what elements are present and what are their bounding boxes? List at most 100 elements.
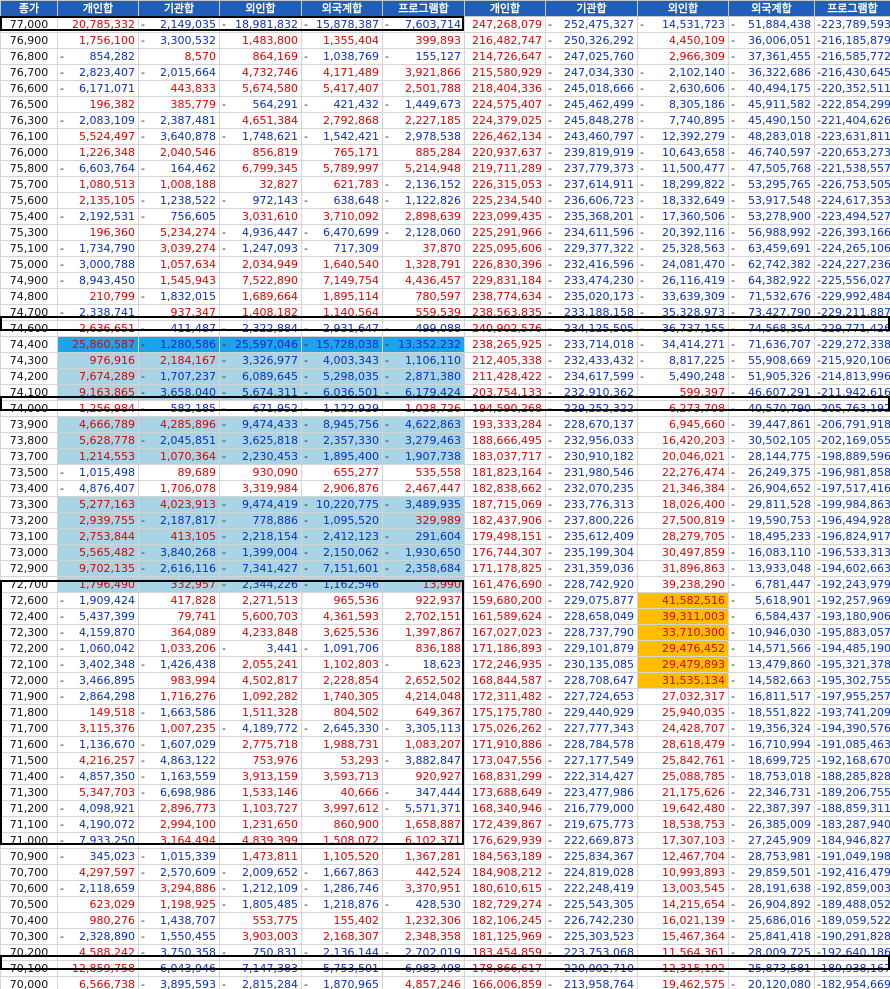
value-cell[interactable]: 5,417,407 <box>301 80 383 97</box>
header-cum-foreigner-sum[interactable]: 외인합 <box>637 0 729 17</box>
value-cell[interactable]: -18,699,725 <box>728 752 815 769</box>
value-cell[interactable]: -233,776,313 <box>545 496 638 513</box>
value-cell[interactable]: 920,927 <box>382 768 465 785</box>
value-cell[interactable]: -6,171,071 <box>57 80 139 97</box>
value-cell[interactable]: 12,315,192 <box>637 960 729 977</box>
value-cell[interactable]: -2,083,109 <box>57 112 139 129</box>
value-cell[interactable]: -2,187,817 <box>138 512 220 529</box>
value-cell[interactable]: -4,857,350 <box>57 768 139 785</box>
value-cell[interactable]: -46,607,291 <box>728 384 815 401</box>
value-cell[interactable]: 27,500,819 <box>637 512 729 529</box>
value-cell[interactable]: -26,385,009 <box>728 816 815 833</box>
value-cell[interactable]: 2,702,151 <box>382 608 465 625</box>
value-cell[interactable]: -228,784,578 <box>545 736 638 753</box>
value-cell[interactable]: 2,652,502 <box>382 672 465 689</box>
value-cell[interactable]: 240,902,576 <box>464 320 546 337</box>
value-cell[interactable]: 4,666,789 <box>57 416 139 433</box>
value-cell[interactable]: -3,840,268 <box>138 544 220 561</box>
value-cell[interactable]: 4,732,746 <box>219 64 302 81</box>
value-cell[interactable]: 21,175,626 <box>637 784 729 801</box>
value-cell[interactable]: -1,286,746 <box>301 880 383 897</box>
value-cell[interactable]: -184,946,827 <box>814 832 890 849</box>
value-cell[interactable]: -232,956,033 <box>545 432 638 449</box>
value-cell[interactable]: -1,907,738 <box>382 448 465 465</box>
value-cell[interactable]: -216,779,000 <box>545 800 638 817</box>
value-cell[interactable]: 1,008,188 <box>138 176 220 193</box>
value-cell[interactable]: -25,597,046 <box>219 336 302 353</box>
value-cell[interactable]: 1,408,182 <box>219 304 302 321</box>
value-cell[interactable]: 247,268,079 <box>464 16 546 33</box>
value-cell[interactable]: -224,227,236 <box>814 256 890 273</box>
value-cell[interactable]: 1,545,943 <box>138 272 220 289</box>
value-cell[interactable]: 3,319,984 <box>219 480 302 497</box>
value-cell[interactable]: -221,538,557 <box>814 160 890 177</box>
value-cell[interactable]: -223,789,593 <box>814 16 890 33</box>
price-cell[interactable]: 71,400 <box>0 768 58 785</box>
value-cell[interactable]: -229,252,322 <box>545 400 638 417</box>
value-cell[interactable]: -854,282 <box>57 48 139 65</box>
value-cell[interactable]: -62,742,382 <box>728 256 815 273</box>
value-cell[interactable]: 19,642,480 <box>637 800 729 817</box>
value-cell[interactable]: -216,185,879 <box>814 32 890 49</box>
value-cell[interactable]: -234,125,505 <box>545 320 638 337</box>
value-cell[interactable]: 1,256,984 <box>57 400 139 417</box>
value-cell[interactable]: -8,817,225 <box>637 352 729 369</box>
value-cell[interactable]: 364,089 <box>138 624 220 641</box>
value-cell[interactable]: 39,311,003 <box>637 608 729 625</box>
value-cell[interactable]: -2,387,481 <box>138 112 220 129</box>
value-cell[interactable]: 1,080,513 <box>57 176 139 193</box>
value-cell[interactable]: -6,584,437 <box>728 608 815 625</box>
value-cell[interactable]: -225,543,305 <box>545 896 638 913</box>
price-cell[interactable]: 75,000 <box>0 256 58 273</box>
price-cell[interactable]: 75,100 <box>0 240 58 257</box>
value-cell[interactable]: 3,593,713 <box>301 768 383 785</box>
value-cell[interactable]: -235,020,173 <box>545 288 638 305</box>
value-cell[interactable]: -220,002,710 <box>545 960 638 977</box>
value-cell[interactable]: 1,232,306 <box>382 912 465 929</box>
value-cell[interactable]: 4,214,048 <box>382 688 465 705</box>
value-cell[interactable]: -237,800,226 <box>545 512 638 529</box>
value-cell[interactable]: -22,387,397 <box>728 800 815 817</box>
value-cell[interactable]: 182,437,906 <box>464 512 546 529</box>
value-cell[interactable]: -213,958,764 <box>545 976 638 989</box>
price-cell[interactable]: 71,700 <box>0 720 58 737</box>
value-cell[interactable]: 9,163,865 <box>57 384 139 401</box>
value-cell[interactable]: -73,427,790 <box>728 304 815 321</box>
price-cell[interactable]: 72,100 <box>0 656 58 673</box>
value-cell[interactable]: 1,231,650 <box>219 816 302 833</box>
value-cell[interactable]: -1,163,559 <box>138 768 220 785</box>
value-cell[interactable]: -3,279,463 <box>382 432 465 449</box>
value-cell[interactable]: -18,981,832 <box>219 16 302 33</box>
value-cell[interactable]: 332,957 <box>138 576 220 593</box>
value-cell[interactable]: -972,143 <box>219 192 302 209</box>
price-cell[interactable]: 72,700 <box>0 576 58 593</box>
value-cell[interactable]: -245,848,278 <box>545 112 638 129</box>
value-cell[interactable]: -2,045,851 <box>138 432 220 449</box>
value-cell[interactable]: 171,910,886 <box>464 736 546 753</box>
value-cell[interactable]: -1,060,042 <box>57 640 139 657</box>
value-cell[interactable]: 180,610,615 <box>464 880 546 897</box>
value-cell[interactable]: -499,088 <box>382 320 465 337</box>
value-cell[interactable]: -1,870,965 <box>301 976 383 989</box>
value-cell[interactable]: -188,285,828 <box>814 768 890 785</box>
value-cell[interactable]: -229,440,929 <box>545 704 638 721</box>
value-cell[interactable]: -6,698,986 <box>138 784 220 801</box>
price-cell[interactable]: 77,000 <box>0 16 58 33</box>
value-cell[interactable]: 166,006,859 <box>464 976 546 989</box>
value-cell[interactable]: 1,716,276 <box>138 688 220 705</box>
value-cell[interactable]: -196,981,858 <box>814 464 890 481</box>
value-cell[interactable]: -40,494,175 <box>728 80 815 97</box>
value-cell[interactable]: -36,006,051 <box>728 32 815 49</box>
value-cell[interactable]: -1,015,339 <box>138 848 220 865</box>
value-cell[interactable]: 4,233,848 <box>219 624 302 641</box>
value-cell[interactable]: 21,346,384 <box>637 480 729 497</box>
value-cell[interactable]: -205,763,192 <box>814 400 890 417</box>
value-cell[interactable]: -1,748,621 <box>219 128 302 145</box>
value-cell[interactable]: -164,462 <box>138 160 220 177</box>
value-cell[interactable]: 18,026,400 <box>637 496 729 513</box>
value-cell[interactable]: -16,710,994 <box>728 736 815 753</box>
value-cell[interactable]: 224,575,407 <box>464 96 546 113</box>
value-cell[interactable]: -1,015,498 <box>57 464 139 481</box>
value-cell[interactable]: -191,085,463 <box>814 736 890 753</box>
value-cell[interactable]: -2,931,647 <box>301 320 383 337</box>
